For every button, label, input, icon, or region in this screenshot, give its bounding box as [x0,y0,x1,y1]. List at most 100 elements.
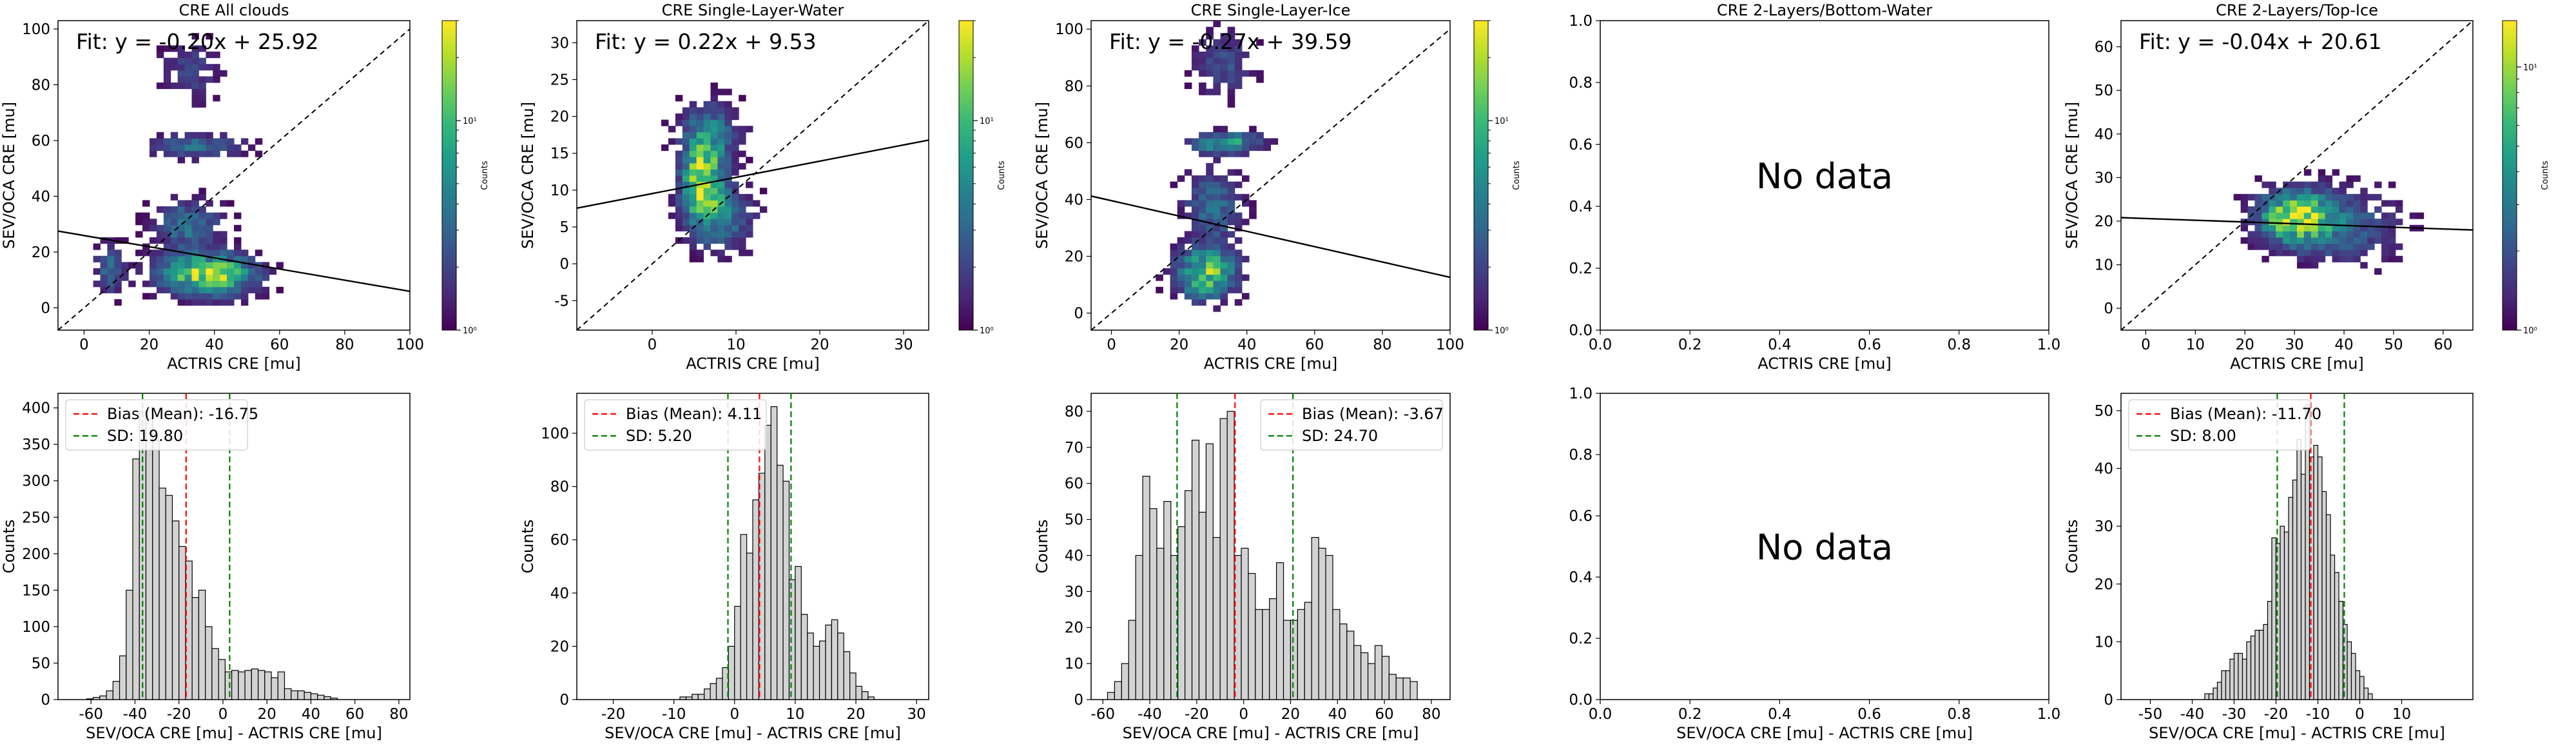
heatmap-cell [1191,237,1199,244]
heatmap-cell [135,268,143,275]
heatmap-cell [2388,243,2396,250]
heatmap-cell [2310,181,2319,188]
histogram-bar [324,696,331,700]
heatmap-cell [675,95,683,102]
heatmap-cell [739,200,746,207]
heatmap-cell [184,52,192,59]
heatmap-cell [2353,219,2361,226]
heatmap-cell [710,219,718,226]
heatmap-cell [2325,181,2333,188]
histogram-bar [679,696,687,700]
heatmap-cell [1220,268,1228,275]
heatmap-cell [1213,132,1221,139]
histogram-bar [2292,479,2298,700]
heatmap-cell [199,188,206,195]
x-tick-label: -40 [1138,706,1162,723]
legend-entry: SD: 19.80 [107,427,183,445]
heatmap-cell [1220,188,1228,195]
heatmap-cell [2374,181,2382,188]
heatmap-cell [170,231,179,238]
heatmap-cell [1220,212,1228,219]
heatmap-cell [149,150,157,157]
heatmap-cell [1191,231,1199,238]
heatmap-cell [731,200,739,207]
heatmap-cell [1199,280,1206,288]
heatmap-cell [696,144,704,152]
y-tick-label: 70 [1065,440,1083,456]
heatmap-cell [2346,175,2354,182]
heatmap-cell [717,169,725,176]
heatmap-cell [703,150,711,157]
x-tick-label: 0.2 [1678,337,1702,353]
heatmap-cell [234,255,242,262]
heatmap-cell [2353,243,2361,250]
heatmap-cell [1206,150,1214,157]
heatmap-cell [2310,250,2319,257]
heatmap-cell [1241,193,1250,201]
heatmap-cell [696,113,704,121]
heatmap-cell [2297,219,2305,226]
heatmap-cell [689,132,697,139]
histogram-bar [2363,687,2369,700]
heatmap-cell [199,83,206,90]
x-tick-label: -20 [601,706,626,723]
heatmap-cell [2303,231,2312,238]
heatmap-cell [1234,150,1243,157]
heatmap-cell [1234,70,1243,77]
y-tick-label: 10 [2095,257,2113,274]
heatmap-cell [703,169,711,176]
heatmap-cell [213,293,220,300]
histogram-bar [2338,601,2344,700]
heatmap-cell [1206,250,1214,257]
heatmap-cell [149,224,157,231]
heatmap-cell [206,268,213,275]
heatmap-cell [220,250,228,257]
heatmap-cell [1206,88,1214,95]
y-tick-label: 20 [32,244,50,261]
heatmap-cell [717,157,725,164]
heatmap-cell [2240,237,2249,244]
y-tick-label: 0.2 [1569,260,1593,277]
histogram-bar [800,614,808,700]
heatmap-cell [170,274,179,281]
heatmap-cell [1206,206,1214,213]
heatmap-cell [739,150,746,157]
heatmap-cell [1213,45,1221,52]
y-tick-label: 50 [2095,83,2113,99]
heatmap-cell [2360,200,2368,207]
y-tick-label: 30 [2095,518,2113,535]
heatmap-cell [2269,219,2276,226]
heatmap-cell [199,274,206,281]
heatmap-cell [1170,280,1178,288]
heatmap-cell [2240,200,2249,207]
heatmap-cell [2346,255,2354,262]
heatmap-cell [675,157,683,164]
heatmap-cell [1191,181,1199,188]
heatmap-cell [2360,231,2368,238]
heatmap-cell [2303,169,2312,176]
heatmap-cell [682,144,690,152]
x-tick-label: 0.4 [1768,706,1792,723]
heatmap-cell [107,250,115,257]
histogram-bar [1177,526,1186,700]
heatmap-cell [2290,250,2298,257]
heatmap-cell [199,193,206,201]
x-tick-label: 0.8 [1948,706,1971,723]
heatmap-cell [696,224,704,231]
heatmap-cell [199,88,206,95]
x-tick-label: 20 [1170,337,1188,353]
heatmap-cell [184,286,192,293]
heatmap-cell [1170,274,1178,281]
heatmap-cell [1199,88,1206,95]
histogram-bar [119,655,127,700]
heatmap-cell [2360,262,2368,269]
heatmap-cell [184,299,192,306]
heatmap-cell [2303,237,2312,244]
heatmap-cell [206,243,213,250]
heatmap-cell [1234,144,1243,152]
heatmap-cell [1227,286,1235,293]
heatmap-cell [696,119,704,126]
heatmap-cell [689,150,697,157]
y-tick-label: 60 [1065,476,1083,493]
